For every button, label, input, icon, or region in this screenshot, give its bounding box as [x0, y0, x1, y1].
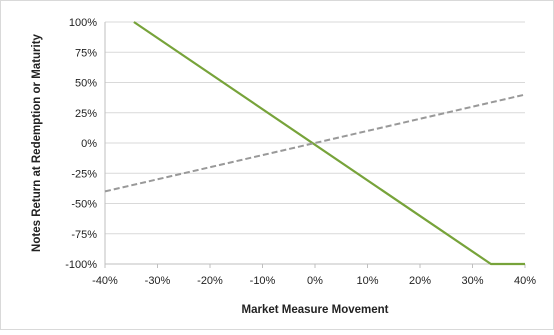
series-lines [104, 21, 526, 266]
y-tick-labels: 100% 75% 50% 25% 0% -25% -50% -75% -100% [65, 17, 97, 271]
y-tick-label: -100% [65, 259, 97, 271]
y-tick-label: -75% [71, 229, 97, 241]
x-tick-label: 40% [514, 275, 536, 287]
x-tick-label: 0% [307, 275, 323, 287]
x-tick-label: -40% [92, 275, 118, 287]
y-tick-label: 25% [75, 108, 97, 120]
y-tick-label: 100% [69, 17, 97, 29]
y-tick-label: 50% [75, 78, 97, 90]
y-tick-label: 0% [81, 138, 97, 150]
x-tick-label: -30% [145, 275, 171, 287]
y-tick-label: 75% [75, 47, 97, 59]
x-tick-label: -10% [250, 275, 276, 287]
axes [104, 22, 526, 268]
y-tick-label: -50% [71, 199, 97, 211]
x-tick-label: 30% [461, 275, 483, 287]
x-tick-labels: -40% -30% -20% -10% 0% 10% 20% 30% 40% [92, 275, 536, 287]
series-line-solid [133, 21, 525, 266]
y-axis-title: Notes Return at Redemption or Maturity [31, 33, 43, 251]
x-axis-title: Market Measure Movement [242, 304, 389, 316]
x-tick-label: 10% [356, 275, 378, 287]
y-tick-label: -25% [71, 168, 97, 180]
x-tick-label: 20% [409, 275, 431, 287]
x-tick-label: -20% [197, 275, 223, 287]
